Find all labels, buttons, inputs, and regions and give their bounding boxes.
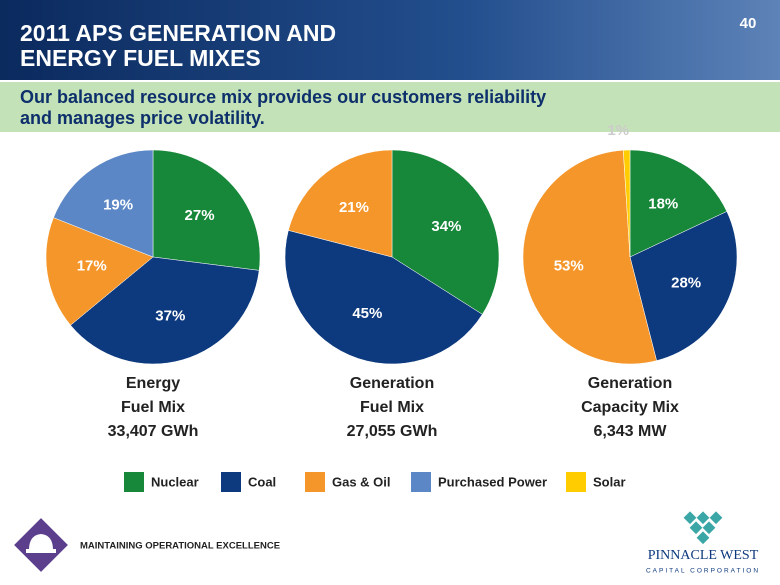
pie-slice — [53, 149, 154, 258]
data-label: 21% — [339, 199, 369, 216]
legend-label: Purchased Power — [438, 474, 547, 489]
legend-swatch — [305, 472, 325, 492]
slide-title: 2011 APS GENERATION AND — [20, 20, 336, 46]
pie-slice — [152, 149, 261, 271]
pie-slice — [45, 217, 154, 326]
chart-subtitle: 6,343 MW — [594, 423, 668, 440]
pie-slice — [522, 149, 657, 365]
data-label: 53% — [554, 258, 584, 275]
data-label: 45% — [352, 305, 382, 322]
chart-title: Energy — [126, 375, 180, 392]
chart-subtitle: 33,407 GWh — [108, 423, 199, 440]
footer-tagline: MAINTAINING OPERATIONAL EXCELLENCE — [80, 541, 280, 552]
data-label: 17% — [77, 258, 107, 275]
chart-title: Generation — [588, 375, 672, 392]
legend-label: Nuclear — [151, 474, 199, 489]
slide-subtitle: Our balanced resource mix provides our c… — [20, 87, 546, 107]
data-label: 1% — [607, 122, 629, 139]
company-name: PINNACLE WEST — [648, 548, 759, 563]
pie-slice — [288, 149, 393, 258]
chart-title: Fuel Mix — [360, 399, 424, 416]
legend-label: Coal — [248, 474, 276, 489]
data-label: 34% — [431, 218, 461, 235]
data-label: 18% — [648, 196, 678, 213]
page-number: 40 — [740, 15, 757, 32]
legend-swatch — [221, 472, 241, 492]
pie-slice — [70, 256, 260, 365]
legend-swatch — [411, 472, 431, 492]
legend-label: Gas & Oil — [332, 474, 391, 489]
pie-slice — [629, 211, 738, 361]
company-logo — [683, 511, 723, 545]
slide-title: ENERGY FUEL MIXES — [20, 45, 261, 71]
pie-slice — [623, 149, 631, 258]
legend-swatch — [566, 472, 586, 492]
data-label: 28% — [671, 274, 701, 291]
chart-title: Fuel Mix — [121, 399, 185, 416]
pie-slice — [284, 230, 483, 365]
slide-subtitle: and manages price volatility. — [20, 108, 265, 128]
legend-label: Solar — [593, 474, 626, 489]
data-label: 19% — [103, 197, 133, 214]
legend-swatch — [124, 472, 144, 492]
chart-title: Generation — [350, 375, 434, 392]
pie-slice — [629, 149, 728, 258]
data-label: 27% — [185, 207, 215, 224]
chart-title: Capacity Mix — [581, 399, 679, 416]
chart-subtitle: 27,055 GWh — [347, 423, 438, 440]
subtitle-band — [0, 82, 780, 132]
data-label: 37% — [155, 308, 185, 325]
company-subname: CAPITAL CORPORATION — [646, 568, 760, 575]
header-band — [0, 0, 780, 80]
pie-slice — [391, 149, 500, 315]
